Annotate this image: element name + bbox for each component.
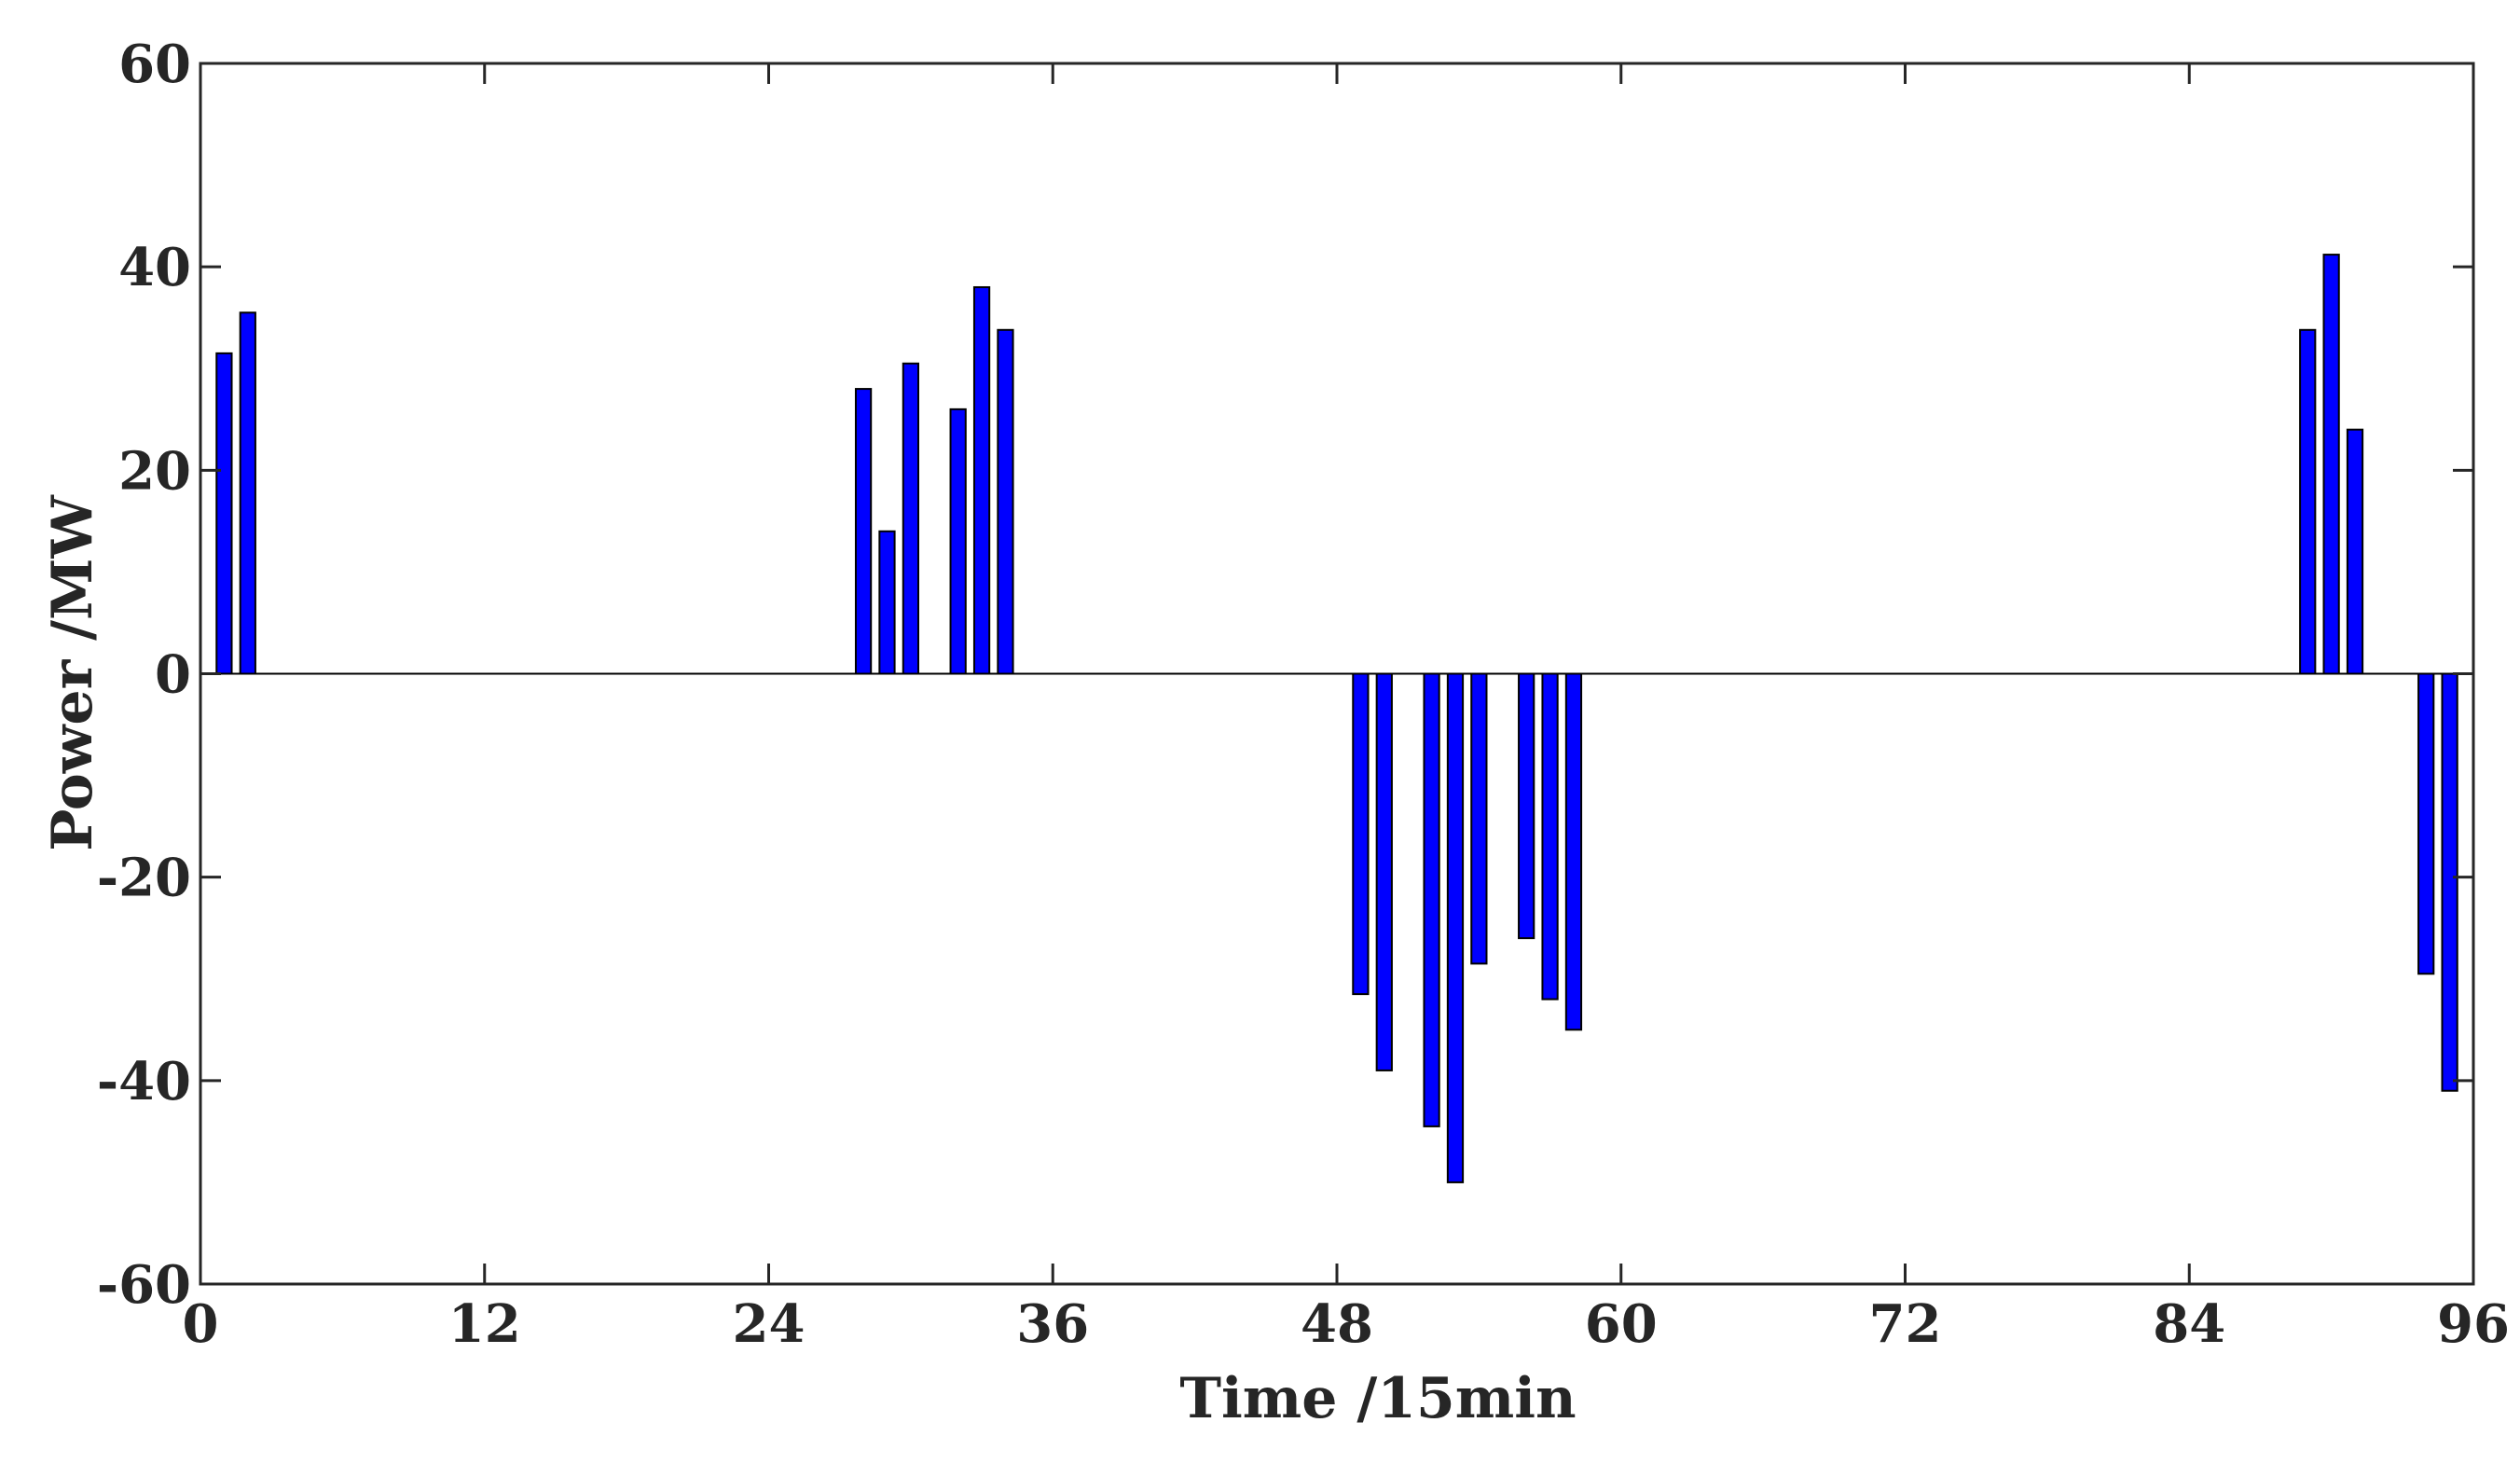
bar (1470, 672, 1488, 965)
bars-group (215, 254, 2458, 1183)
bar (1423, 672, 1440, 1127)
bar (1352, 672, 1370, 996)
y-axis-title: Power /MW (40, 494, 105, 851)
bar (1541, 672, 1559, 1001)
bar (2322, 254, 2340, 675)
x-tick-label: 12 (448, 1293, 521, 1355)
bar (854, 388, 873, 675)
bar (239, 311, 256, 675)
bar (878, 530, 896, 675)
bar (972, 285, 991, 675)
x-tick-label: 36 (1016, 1293, 1089, 1355)
bar (215, 352, 233, 675)
bar (1375, 672, 1393, 1071)
bar (2299, 328, 2317, 675)
bar (2346, 428, 2364, 675)
bar (1564, 672, 1583, 1031)
bar (1518, 672, 1535, 940)
y-tick-label: 60 (118, 34, 191, 95)
x-axis-title: Time /15min (1179, 1366, 1576, 1431)
x-tick-label: 24 (733, 1293, 806, 1355)
x-tick-label: 60 (1585, 1293, 1658, 1355)
x-tick-label: 0 (183, 1293, 219, 1355)
y-tick-label: 20 (118, 440, 191, 502)
bar (949, 407, 967, 675)
y-tick-label: 40 (118, 237, 191, 298)
bar (902, 362, 919, 675)
bar (1446, 672, 1465, 1183)
y-tick-label: -40 (97, 1051, 191, 1112)
x-tick-label: 84 (2153, 1293, 2225, 1355)
bar (997, 328, 1014, 675)
bar (2417, 672, 2435, 975)
bar (2441, 672, 2458, 1092)
x-tick-label: 72 (1869, 1293, 1942, 1355)
x-tick-label: 96 (2437, 1293, 2510, 1355)
y-tick-label: 0 (155, 644, 191, 706)
y-tick-label: -60 (97, 1254, 191, 1316)
y-tick-label: -20 (97, 848, 191, 909)
ticks-group: 0 12 24 36 48 60 72 84 96 -60 -40 -20 0 20 40 60 (97, 34, 2510, 1355)
x-tick-label: 48 (1301, 1293, 1373, 1355)
